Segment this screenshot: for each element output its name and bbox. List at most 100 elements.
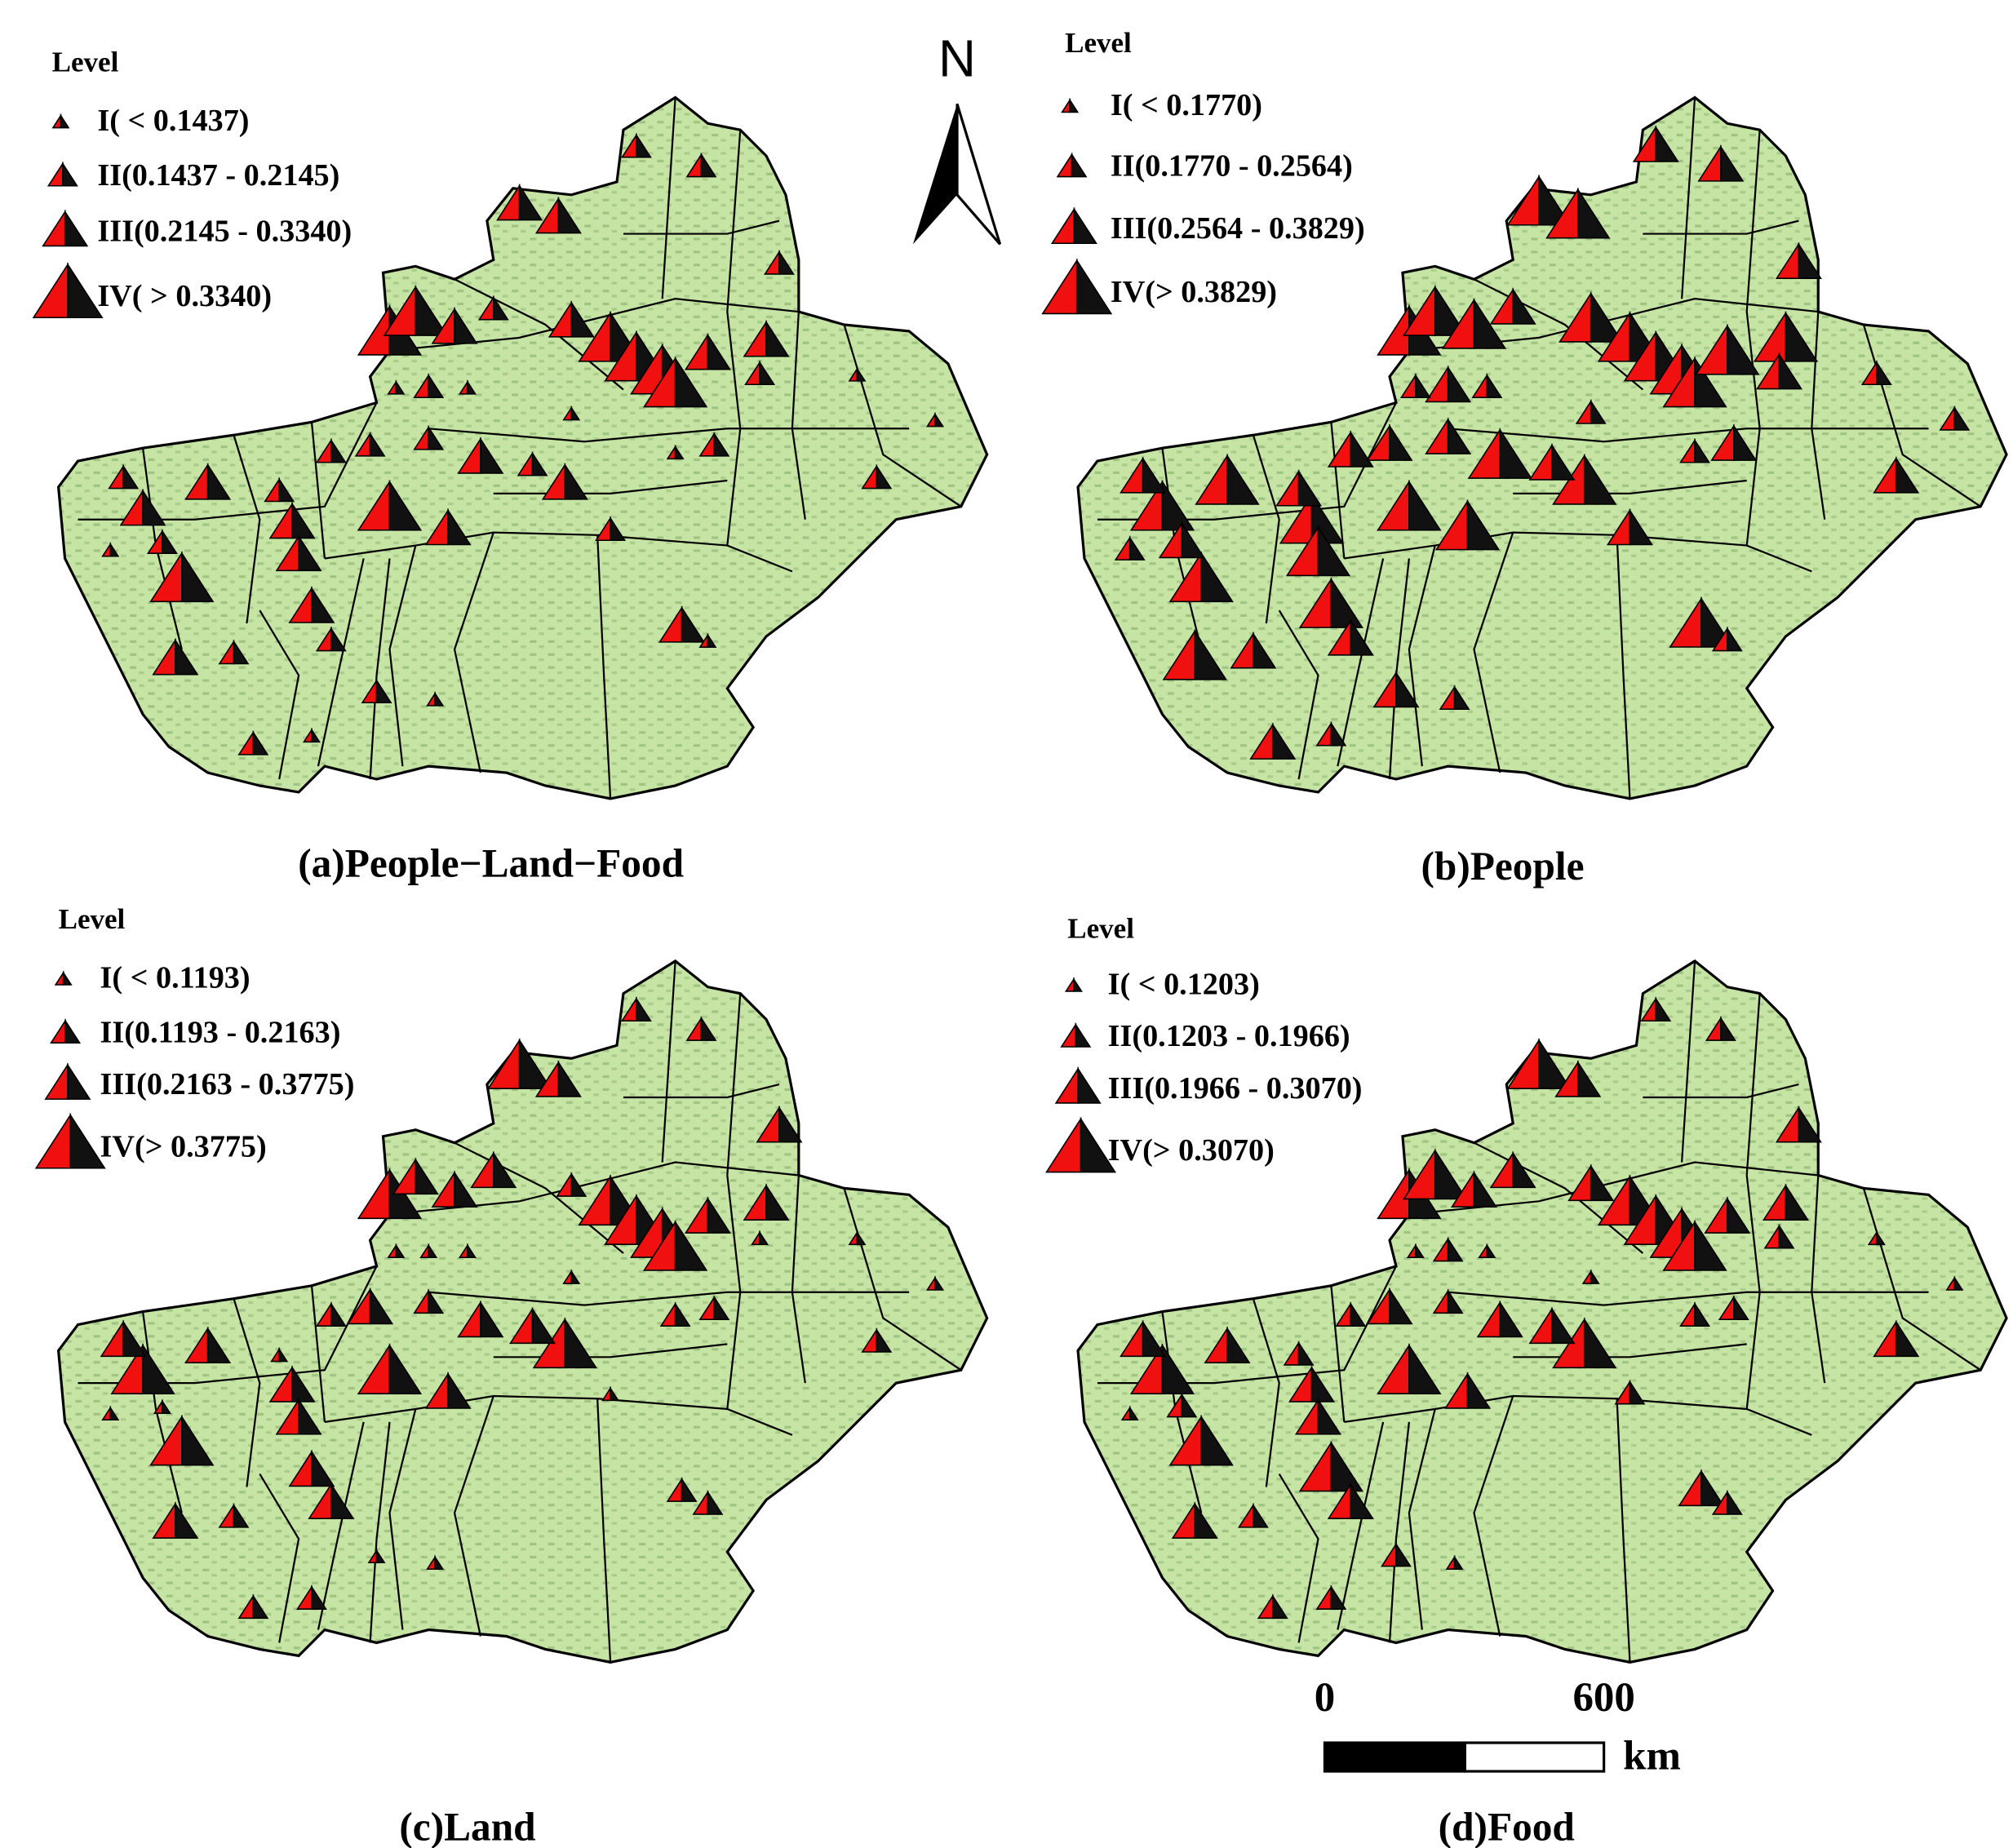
symbol [32,262,69,319]
symbol [518,183,543,221]
symbol [1453,685,1470,710]
region-border [233,434,261,624]
legend-label: III(0.1966 - 0.3070) [1108,1071,1363,1106]
symbol [1895,456,1920,494]
symbol [1389,423,1413,461]
symbol [1142,1319,1167,1358]
symbol [1466,1372,1492,1409]
region-border [388,1408,417,1630]
symbol [480,437,504,474]
symbol [1064,977,1075,992]
legend-label: II(0.1203 - 0.1966) [1108,1019,1350,1053]
region-border [428,428,910,443]
symbol [1317,525,1351,577]
symbol [765,1183,790,1221]
symbol [1350,618,1374,656]
symbol [1056,152,1073,178]
region-border [389,298,799,352]
symbol [1473,1170,1497,1208]
symbol [109,542,120,557]
region-border [259,609,300,780]
symbol [1226,454,1260,505]
region-border [1448,428,1929,443]
symbol [1512,1150,1536,1189]
symbol [1253,632,1277,669]
symbol [1583,454,1617,505]
symbol [778,250,795,275]
symbol [1486,1243,1496,1259]
region-border [389,1161,799,1216]
region-border [1278,609,1319,780]
panel-caption: (d)Food [1439,1805,1575,1848]
symbol [1073,206,1097,245]
symbol [1050,206,1075,245]
symbol [428,373,445,398]
region-border [1745,993,1761,1176]
region-border [1408,1408,1436,1630]
symbol [298,1398,322,1435]
symbol [454,1170,478,1208]
symbol [64,209,89,247]
symbol [1297,1341,1315,1366]
symbol [1128,1405,1139,1420]
region-border [1388,1421,1411,1643]
symbol [375,678,392,704]
region-border [1513,479,1747,494]
symbol [610,1385,620,1402]
legend-title: Level [1065,27,1132,59]
symbol [759,1230,769,1246]
symbol [1317,1398,1342,1435]
symbol [62,970,73,986]
symbol [1778,352,1803,390]
symbol [934,1275,944,1291]
region-border [596,1398,612,1663]
region-border [317,558,365,767]
symbol [1071,152,1088,178]
symbol [1447,1236,1464,1262]
symbol [1590,1269,1600,1284]
region-border [1681,960,1696,1163]
legend-label: III(0.2145 - 0.3340) [97,214,352,248]
symbol [1075,258,1113,315]
symbol [47,161,64,187]
panel-caption: (a)People−Land−Food [298,841,684,886]
north-arrow: N [912,29,1002,246]
symbol [1720,1016,1736,1041]
legend-label: I( < 0.1203) [1108,967,1260,1001]
symbol [1506,174,1540,226]
symbol [1583,1317,1617,1369]
symbol [480,1300,504,1338]
symbol [1473,298,1507,349]
symbol [162,529,178,554]
region-border [369,1421,391,1643]
symbol [206,1326,232,1364]
legend-label: I( < 0.1770) [1111,88,1262,122]
symbol [54,970,64,986]
region-border [1616,1398,1631,1663]
symbol [1486,373,1503,398]
symbol [1073,977,1083,992]
symbol [713,1295,730,1321]
symbol [1629,1379,1646,1405]
region-outline [56,959,989,1664]
symbol [700,152,717,178]
legend-label: IV(> 0.3775) [100,1129,267,1163]
legend-label: I( < 0.1193) [100,961,251,995]
symbol [700,1016,717,1041]
symbol [1895,1319,1920,1358]
symbol [570,300,595,338]
scale-bar: 0 600 km [1315,1675,1681,1779]
region-border [1745,130,1761,312]
map-panel: Level I( < 0.1770) II(0.1770 - 0.2564) III(… [1041,27,2008,889]
map-panel: Level I( < 0.1437) II(0.1437 - 0.2145) III(… [32,47,989,886]
symbol [162,1398,171,1415]
symbol [1499,428,1532,479]
region-border [259,1473,300,1643]
symbol [674,1220,708,1271]
symbol [1377,304,1410,356]
symbol [1727,1490,1743,1515]
region-border [233,1298,261,1487]
symbol [278,1347,289,1363]
symbol [206,463,232,500]
symbol [1045,1116,1082,1173]
